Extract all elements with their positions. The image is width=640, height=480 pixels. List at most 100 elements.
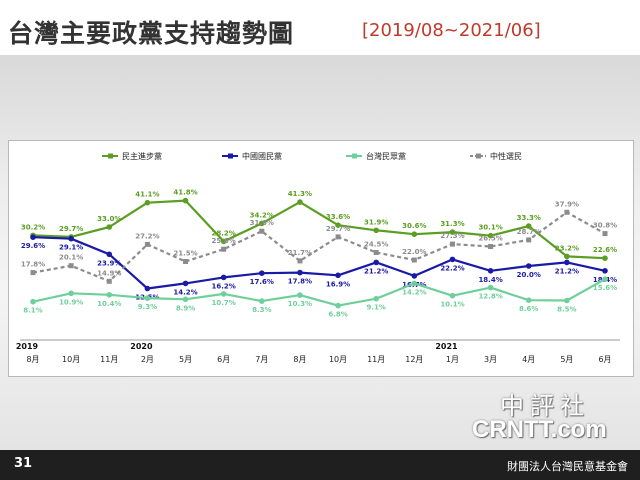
data-label-2: 23.9% bbox=[97, 259, 121, 267]
data-label-4: 21.7% bbox=[288, 249, 312, 257]
year-label-2020: 2020 bbox=[130, 342, 153, 351]
data-label-3: 8.6% bbox=[519, 305, 538, 313]
series-line-1 bbox=[32, 199, 606, 260]
data-label-4: 30.8% bbox=[593, 222, 617, 230]
data-point-3 bbox=[602, 276, 608, 282]
data-label-2: 22.2% bbox=[440, 264, 464, 272]
data-point-2 bbox=[220, 274, 227, 281]
data-point-3 bbox=[564, 297, 570, 304]
legend-marker-4 bbox=[476, 153, 481, 159]
data-label-2: 17.6% bbox=[250, 278, 274, 286]
data-label-2: 29.1% bbox=[59, 244, 83, 252]
data-label-4: 21.5% bbox=[173, 250, 197, 258]
data-label-3: 10.9% bbox=[59, 298, 83, 306]
x-tick-label: 10月 bbox=[62, 355, 80, 364]
data-label-1: 30.2% bbox=[21, 223, 45, 231]
data-label-2: 16.9% bbox=[326, 280, 350, 288]
data-label-4: 27.2% bbox=[135, 232, 159, 240]
data-point-4 bbox=[488, 244, 494, 249]
x-tick-label: 5月 bbox=[560, 355, 573, 364]
data-label-1: 30.6% bbox=[402, 222, 426, 230]
series-line-2 bbox=[32, 236, 606, 290]
data-point-3 bbox=[373, 295, 380, 302]
data-point-2 bbox=[487, 268, 494, 274]
data-point-1 bbox=[487, 232, 494, 239]
data-label-1: 22.6% bbox=[593, 246, 617, 254]
data-label-3: 8.1% bbox=[23, 307, 42, 315]
data-point-4 bbox=[564, 209, 570, 215]
page-title: 台灣主要政黨支持趨勢圖 bbox=[8, 19, 295, 48]
data-label-4: 26.5% bbox=[478, 235, 502, 243]
data-label-4: 31.6% bbox=[250, 219, 274, 227]
data-point-3 bbox=[68, 290, 74, 297]
year-label-2019: 2019 bbox=[16, 342, 39, 351]
data-point-1 bbox=[335, 222, 341, 228]
data-point-2 bbox=[525, 263, 532, 269]
data-label-4: 29.7% bbox=[326, 225, 350, 233]
data-point-4 bbox=[183, 259, 189, 264]
data-label-1: 34.2% bbox=[250, 211, 274, 219]
legend-label-3: 台灣民眾黨 bbox=[366, 151, 406, 161]
x-tick-label: 3月 bbox=[484, 355, 497, 364]
title-bar: 台灣主要政黨支持趨勢圖 [2019/08~2021/06] bbox=[0, 0, 640, 55]
data-point-1 bbox=[220, 238, 227, 245]
data-label-4: 17.8% bbox=[21, 261, 45, 269]
x-tick-label: 5月 bbox=[179, 355, 192, 364]
data-label-1: 30.1% bbox=[478, 224, 502, 232]
data-label-1: 41.1% bbox=[135, 191, 159, 199]
x-tick-label: 8月 bbox=[293, 355, 306, 364]
x-tick-label: 11月 bbox=[100, 355, 118, 364]
data-label-4: 14.9% bbox=[97, 269, 121, 277]
data-label-4: 37.9% bbox=[555, 200, 579, 208]
data-point-2 bbox=[259, 270, 265, 276]
watermark-english: CRNTT.com bbox=[472, 416, 607, 443]
data-label-4: 20.1% bbox=[59, 254, 83, 262]
series-line-4 bbox=[32, 211, 606, 283]
data-point-3 bbox=[30, 298, 36, 305]
data-point-1 bbox=[564, 253, 570, 260]
data-point-4 bbox=[144, 241, 150, 247]
data-point-4 bbox=[259, 228, 265, 234]
data-point-1 bbox=[297, 199, 303, 205]
data-label-2: 21.2% bbox=[364, 267, 388, 275]
legend-marker-2 bbox=[228, 153, 233, 159]
data-point-2 bbox=[602, 268, 608, 274]
data-point-4 bbox=[221, 246, 227, 252]
data-point-4 bbox=[30, 270, 36, 276]
footer-bar bbox=[0, 450, 640, 480]
data-label-1: 23.2% bbox=[555, 244, 579, 252]
data-point-3 bbox=[259, 298, 265, 304]
x-tick-label: 12月 bbox=[405, 355, 423, 364]
data-label-3: 14.2% bbox=[402, 288, 426, 296]
data-label-4: 24.5% bbox=[364, 241, 388, 249]
data-point-4 bbox=[449, 241, 455, 247]
legend-label-4: 中性選民 bbox=[490, 151, 522, 161]
data-label-1: 31.9% bbox=[364, 218, 388, 226]
legend-label-2: 中國國民黨 bbox=[242, 151, 282, 161]
data-label-4: 22.0% bbox=[402, 248, 426, 256]
data-label-3: 12.8% bbox=[478, 293, 502, 301]
data-label-3: 10.1% bbox=[440, 301, 464, 309]
series-line-3 bbox=[32, 278, 606, 307]
data-point-1 bbox=[106, 224, 113, 230]
x-tick-label: 6月 bbox=[217, 355, 230, 364]
year-label-2021: 2021 bbox=[435, 342, 458, 351]
data-point-2 bbox=[182, 280, 189, 287]
data-label-2: 29.6% bbox=[21, 242, 45, 250]
data-label-2: 18.4% bbox=[478, 276, 502, 284]
data-point-2 bbox=[373, 259, 380, 266]
x-tick-label: 7月 bbox=[255, 355, 268, 364]
page-subtitle: [2019/08~2021/06] bbox=[362, 20, 541, 41]
data-point-3 bbox=[182, 296, 189, 303]
data-label-1: 33.3% bbox=[517, 214, 541, 222]
x-tick-label: 4月 bbox=[522, 355, 535, 364]
data-label-1: 31.3% bbox=[440, 220, 464, 228]
line-chart: 民主進步黨 中國國民黨 台灣民眾黨 中性選民 2019 2020 2021 8月 10月 11月 2… bbox=[16, 151, 620, 364]
page-number: 31 bbox=[14, 456, 33, 471]
data-label-3: 9.1% bbox=[366, 304, 385, 312]
data-point-3 bbox=[297, 292, 303, 298]
data-label-3: 15.6% bbox=[593, 284, 617, 292]
legend-label-1: 民主進步黨 bbox=[122, 151, 162, 161]
data-point-4 bbox=[297, 258, 303, 264]
data-label-1: 41.3% bbox=[288, 190, 312, 198]
